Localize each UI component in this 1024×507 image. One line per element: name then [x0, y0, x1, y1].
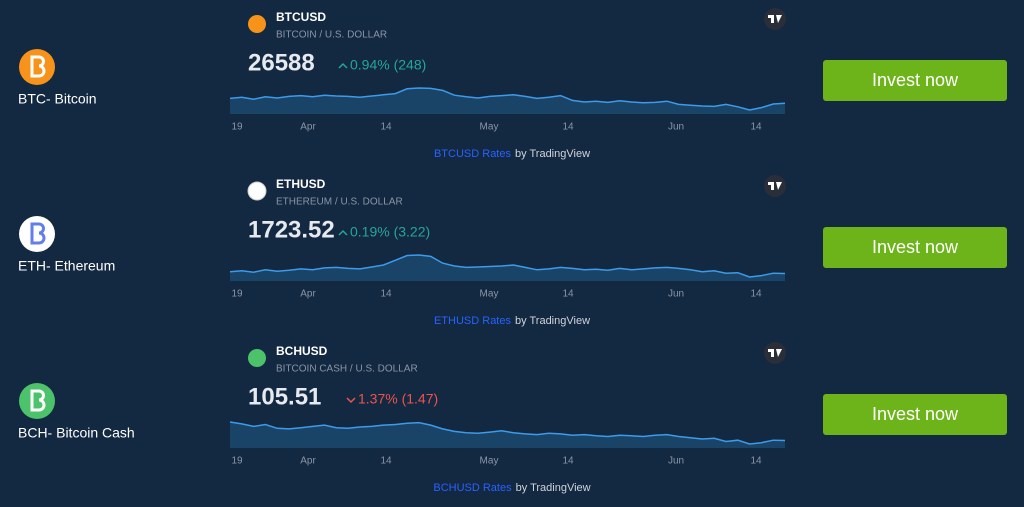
x-label: 14 [380, 122, 392, 133]
x-label: 14 [380, 456, 392, 467]
x-label: 14 [750, 122, 762, 133]
x-label: May [480, 456, 499, 467]
sparkline [229, 87, 786, 111]
x-label: 19 [231, 289, 243, 300]
change: 1.37% (1.47) [358, 391, 438, 407]
invest-button[interactable]: Invest now [823, 60, 1007, 101]
coin-icon [19, 49, 55, 85]
symbol: ETHUSD [276, 177, 326, 191]
change-arrow [338, 62, 348, 69]
invest-button-label[interactable]: Invest now [872, 237, 959, 257]
coin-name: BTC- Bitcoin [18, 91, 97, 107]
credit-link[interactable]: BTCUSD Rates [434, 148, 512, 160]
x-label: 14 [750, 456, 762, 467]
invest-button[interactable]: Invest now [823, 227, 1007, 268]
credit-suffix: by TradingView [516, 482, 591, 494]
x-label: 14 [562, 122, 574, 133]
invest-button-bg[interactable] [823, 394, 1007, 435]
coin-name: ETH- Ethereum [18, 258, 115, 274]
tradingview-glyph [768, 349, 782, 357]
x-label: Apr [300, 456, 316, 467]
sparkline-area [230, 422, 785, 448]
change-arrow [338, 229, 348, 236]
sparkline-area [230, 255, 785, 281]
invest-button[interactable]: Invest now [823, 394, 1007, 435]
change: 0.19% (3.22) [350, 224, 430, 240]
coin-glyph [30, 222, 46, 245]
x-label: May [480, 289, 499, 300]
description: BITCOIN CASH / U.S. DOLLAR [276, 364, 418, 375]
x-label: 14 [750, 289, 762, 300]
x-label: 14 [380, 289, 392, 300]
symbol-icon [247, 181, 267, 201]
coin-name: BCH- Bitcoin Cash [18, 425, 135, 441]
coin-glyph [30, 55, 46, 78]
x-label: May [480, 122, 499, 133]
coin-glyph [30, 389, 46, 412]
invest-button-label[interactable]: Invest now [872, 70, 959, 90]
coin-icon [19, 216, 55, 252]
symbol: BCHUSD [276, 344, 328, 358]
price: 26588 [248, 49, 315, 76]
x-label: 19 [231, 456, 243, 467]
description: ETHEREUM / U.S. DOLLAR [276, 197, 403, 208]
x-label: Apr [300, 122, 316, 133]
symbol-icon [248, 349, 266, 367]
x-label: Jun [668, 289, 684, 300]
x-label: 14 [562, 456, 574, 467]
x-label: Jun [668, 122, 684, 133]
sparkline [229, 421, 786, 445]
credit: BTCUSD Rates by TradingView [434, 148, 590, 160]
credit-suffix: by TradingView [515, 148, 590, 160]
credit-suffix: by TradingView [515, 315, 590, 327]
credit-link[interactable]: ETHUSD Rates [434, 315, 512, 327]
x-label: Jun [668, 456, 684, 467]
credit-link[interactable]: BCHUSD Rates [433, 482, 512, 494]
invest-button-bg[interactable] [823, 227, 1007, 268]
symbol-icon [248, 15, 266, 33]
price: 105.51 [248, 383, 321, 410]
tradingview-logo [764, 8, 786, 30]
change: 0.94% (248) [350, 57, 426, 73]
credit: ETHUSD Rates by TradingView [434, 315, 590, 327]
x-label: Apr [300, 289, 316, 300]
symbol: BTCUSD [276, 10, 326, 24]
change-arrow [346, 397, 356, 404]
invest-button-bg[interactable] [823, 60, 1007, 101]
tradingview-glyph [768, 15, 782, 23]
sparkline-area [230, 88, 785, 114]
tradingview-glyph [768, 182, 782, 190]
x-label: 19 [231, 122, 243, 133]
price: 1723.52 [248, 216, 335, 243]
description: BITCOIN / U.S. DOLLAR [276, 30, 387, 41]
invest-button-label[interactable]: Invest now [872, 404, 959, 424]
x-label: 14 [562, 289, 574, 300]
tradingview-logo [764, 342, 786, 364]
coin-icon [19, 383, 55, 419]
credit: BCHUSD Rates by TradingView [433, 482, 590, 494]
sparkline [229, 254, 786, 278]
tradingview-logo [764, 175, 786, 197]
